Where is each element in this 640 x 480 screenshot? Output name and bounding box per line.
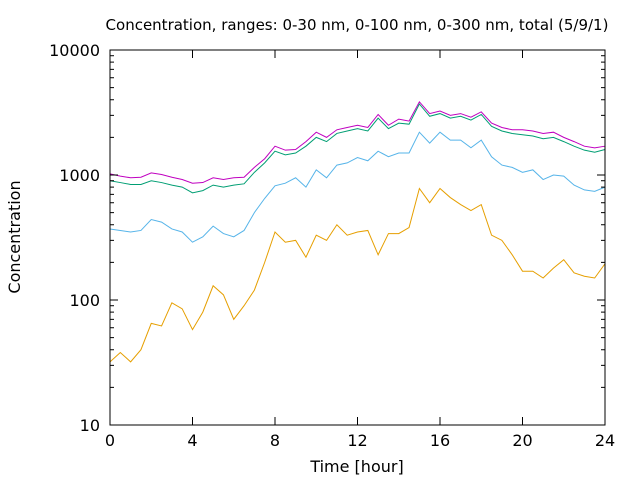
y-tick-label: 1000 bbox=[59, 166, 100, 185]
series-line-3 bbox=[109, 131, 606, 243]
y-tick-label: 10000 bbox=[49, 41, 100, 60]
series-line-1 bbox=[109, 100, 606, 184]
series-layer bbox=[109, 100, 606, 363]
x-tick-label: 12 bbox=[347, 431, 367, 450]
x-tick-label: 0 bbox=[105, 431, 115, 450]
plot-frame bbox=[109, 49, 606, 426]
x-tick-label: 16 bbox=[430, 431, 450, 450]
series-line-2 bbox=[109, 103, 606, 194]
y-tick-label: 100 bbox=[69, 291, 100, 310]
x-tick-label: 24 bbox=[595, 431, 615, 450]
y-axis-label: Concentration bbox=[5, 180, 24, 293]
x-tick-label: 8 bbox=[270, 431, 280, 450]
x-tick-label: 20 bbox=[512, 431, 532, 450]
x-axis-label: Time [hour] bbox=[309, 457, 403, 476]
x-tick-label: 4 bbox=[187, 431, 197, 450]
chart-title: Concentration, ranges: 0-30 nm, 0-100 nm… bbox=[106, 16, 609, 34]
series-line-4 bbox=[109, 187, 606, 363]
ticks-layer: 0 4 8 12 16 20 24 10 100 1000 10000 bbox=[49, 41, 615, 450]
y-tick-label: 10 bbox=[80, 416, 100, 435]
